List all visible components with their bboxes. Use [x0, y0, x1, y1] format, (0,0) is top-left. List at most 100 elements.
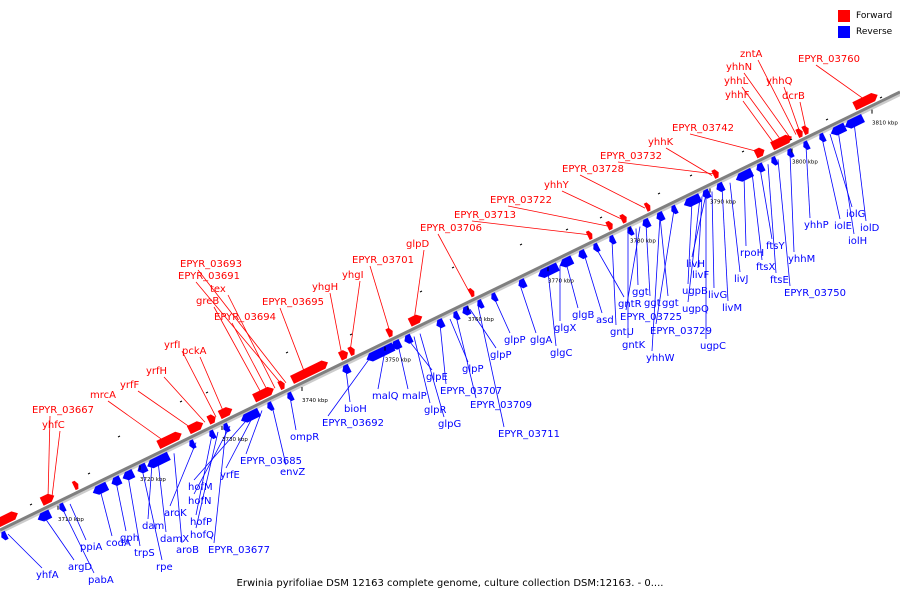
forward-gene-label: yrfI: [164, 340, 181, 351]
gene-features: [0, 92, 878, 541]
reverse-gene: [462, 305, 472, 316]
reverse-gene: [702, 188, 712, 199]
reverse-gene-label: yhhM: [788, 254, 815, 265]
reverse-gene: [609, 234, 617, 245]
reverse-gene-label: ggt: [632, 287, 649, 298]
legend-item-reverse: Reverse: [838, 24, 892, 40]
leader-line: [777, 159, 791, 287]
leader-line: [7, 533, 43, 569]
leader-line: [289, 396, 297, 431]
forward-gene: [852, 92, 878, 111]
reverse-gene: [716, 181, 726, 192]
leader-line: [419, 333, 445, 418]
leader-line: [645, 223, 651, 297]
leader-line: [617, 161, 716, 175]
reverse-gene-label: ggt: [644, 298, 661, 309]
reverse-gene-label: yhfA: [36, 570, 59, 581]
reverse-gene: [642, 217, 652, 229]
leader-line: [751, 171, 763, 261]
forward-gene: [337, 350, 349, 361]
reverse-gene-label: glpG: [438, 419, 461, 430]
leader-line: [547, 271, 557, 347]
forward-gene-label: EPYR_03722: [490, 195, 552, 206]
leader-line: [369, 265, 391, 333]
reverse-gene-label: envZ: [280, 467, 305, 478]
reverse-gene: [683, 193, 703, 208]
reverse-gene: [477, 299, 485, 309]
forward-gene: [605, 220, 613, 231]
reverse-gene-label: ggt: [662, 298, 679, 309]
reverse-gene-label: glpP: [462, 364, 484, 375]
leader-line: [829, 133, 853, 208]
forward-gene-label: greB: [196, 296, 219, 307]
leader-line: [141, 468, 163, 561]
leader-line: [195, 281, 283, 386]
forward-gene-label: glpD: [406, 239, 429, 250]
reverse-gene-label: ftsE: [770, 275, 789, 286]
forward-gene-label: pckA: [182, 346, 207, 357]
leader-line: [743, 72, 791, 138]
reverse-gene: [593, 242, 601, 253]
leader-line: [51, 430, 61, 497]
gene-marker: [451, 266, 455, 269]
leader-line: [767, 164, 777, 274]
reverse-gene-label: EPYR_03711: [498, 429, 560, 440]
reverse-gene-label: rpe: [156, 562, 173, 573]
forward-gene-label: dcrB: [782, 91, 805, 102]
reverse-gene-label: glpR: [424, 405, 446, 416]
gene-marker: [599, 216, 603, 219]
gene-marker: [657, 192, 661, 195]
forward-gene-label: mrcA: [90, 390, 116, 401]
leader-line: [327, 357, 371, 417]
reverse-gene-label: gntK: [622, 340, 646, 351]
reverse-gene: [671, 204, 679, 215]
reverse-gene-label: EPYR_03692: [322, 418, 384, 429]
leader-line: [245, 410, 263, 455]
reverse-gene: [491, 292, 499, 302]
forward-gene-label: yhhL: [724, 76, 749, 87]
reverse-gene-label: aroK: [164, 508, 187, 519]
forward-gene: [801, 125, 809, 136]
leader-line: [107, 400, 166, 443]
reverse-gene: [656, 211, 666, 222]
leader-line: [377, 350, 386, 390]
leader-line: [635, 228, 639, 286]
leader-line: [595, 247, 625, 298]
gene-marker: [205, 391, 209, 394]
reverse-gene-label: ppiA: [80, 542, 102, 553]
leader-line: [689, 133, 761, 153]
forward-gene-label: yhhN: [726, 62, 752, 73]
reverse-gene-label: hofQ: [190, 530, 214, 541]
leader-line: [697, 196, 703, 269]
tick-label: 3790 kbp: [710, 199, 736, 205]
forward-gene-label: EPYR_03706: [420, 223, 482, 234]
reverse-gene-label: ugpQ: [682, 304, 709, 315]
forward-gene-label: EPYR_03691: [178, 271, 240, 282]
reverse-gene-label: hofP: [190, 517, 212, 528]
forward-gene: [385, 327, 393, 338]
reverse-gene-label: ftsY: [766, 241, 785, 252]
leader-line: [115, 481, 127, 532]
reverse-gene: [830, 122, 848, 136]
reverse-gene-label: yhhP: [804, 220, 829, 231]
reverse-gene-label: EPYR_03729: [650, 326, 712, 337]
reverse-gene-label: gntU: [610, 327, 634, 338]
reverse-gene: [59, 502, 67, 513]
reverse-gene-label: ugpB: [682, 286, 708, 297]
forward-gene-label: zntA: [740, 49, 763, 60]
leader-line: [181, 350, 217, 418]
leader-line: [477, 305, 505, 428]
leader-line: [783, 86, 801, 133]
leader-line: [127, 475, 141, 547]
reverse-gene-label: hofM: [188, 482, 213, 493]
leader-line: [439, 323, 447, 385]
reverse-gene-label: EPYR_03707: [440, 386, 502, 397]
leader-line: [579, 174, 646, 209]
tick-label: 3740 kbp: [302, 398, 328, 404]
forward-gene: [206, 414, 216, 425]
reverse-gene-label: livH: [686, 259, 705, 270]
reverse-gene: [287, 391, 295, 402]
leader-line: [687, 201, 693, 285]
leader-line: [213, 306, 263, 395]
leader-line: [157, 461, 167, 533]
